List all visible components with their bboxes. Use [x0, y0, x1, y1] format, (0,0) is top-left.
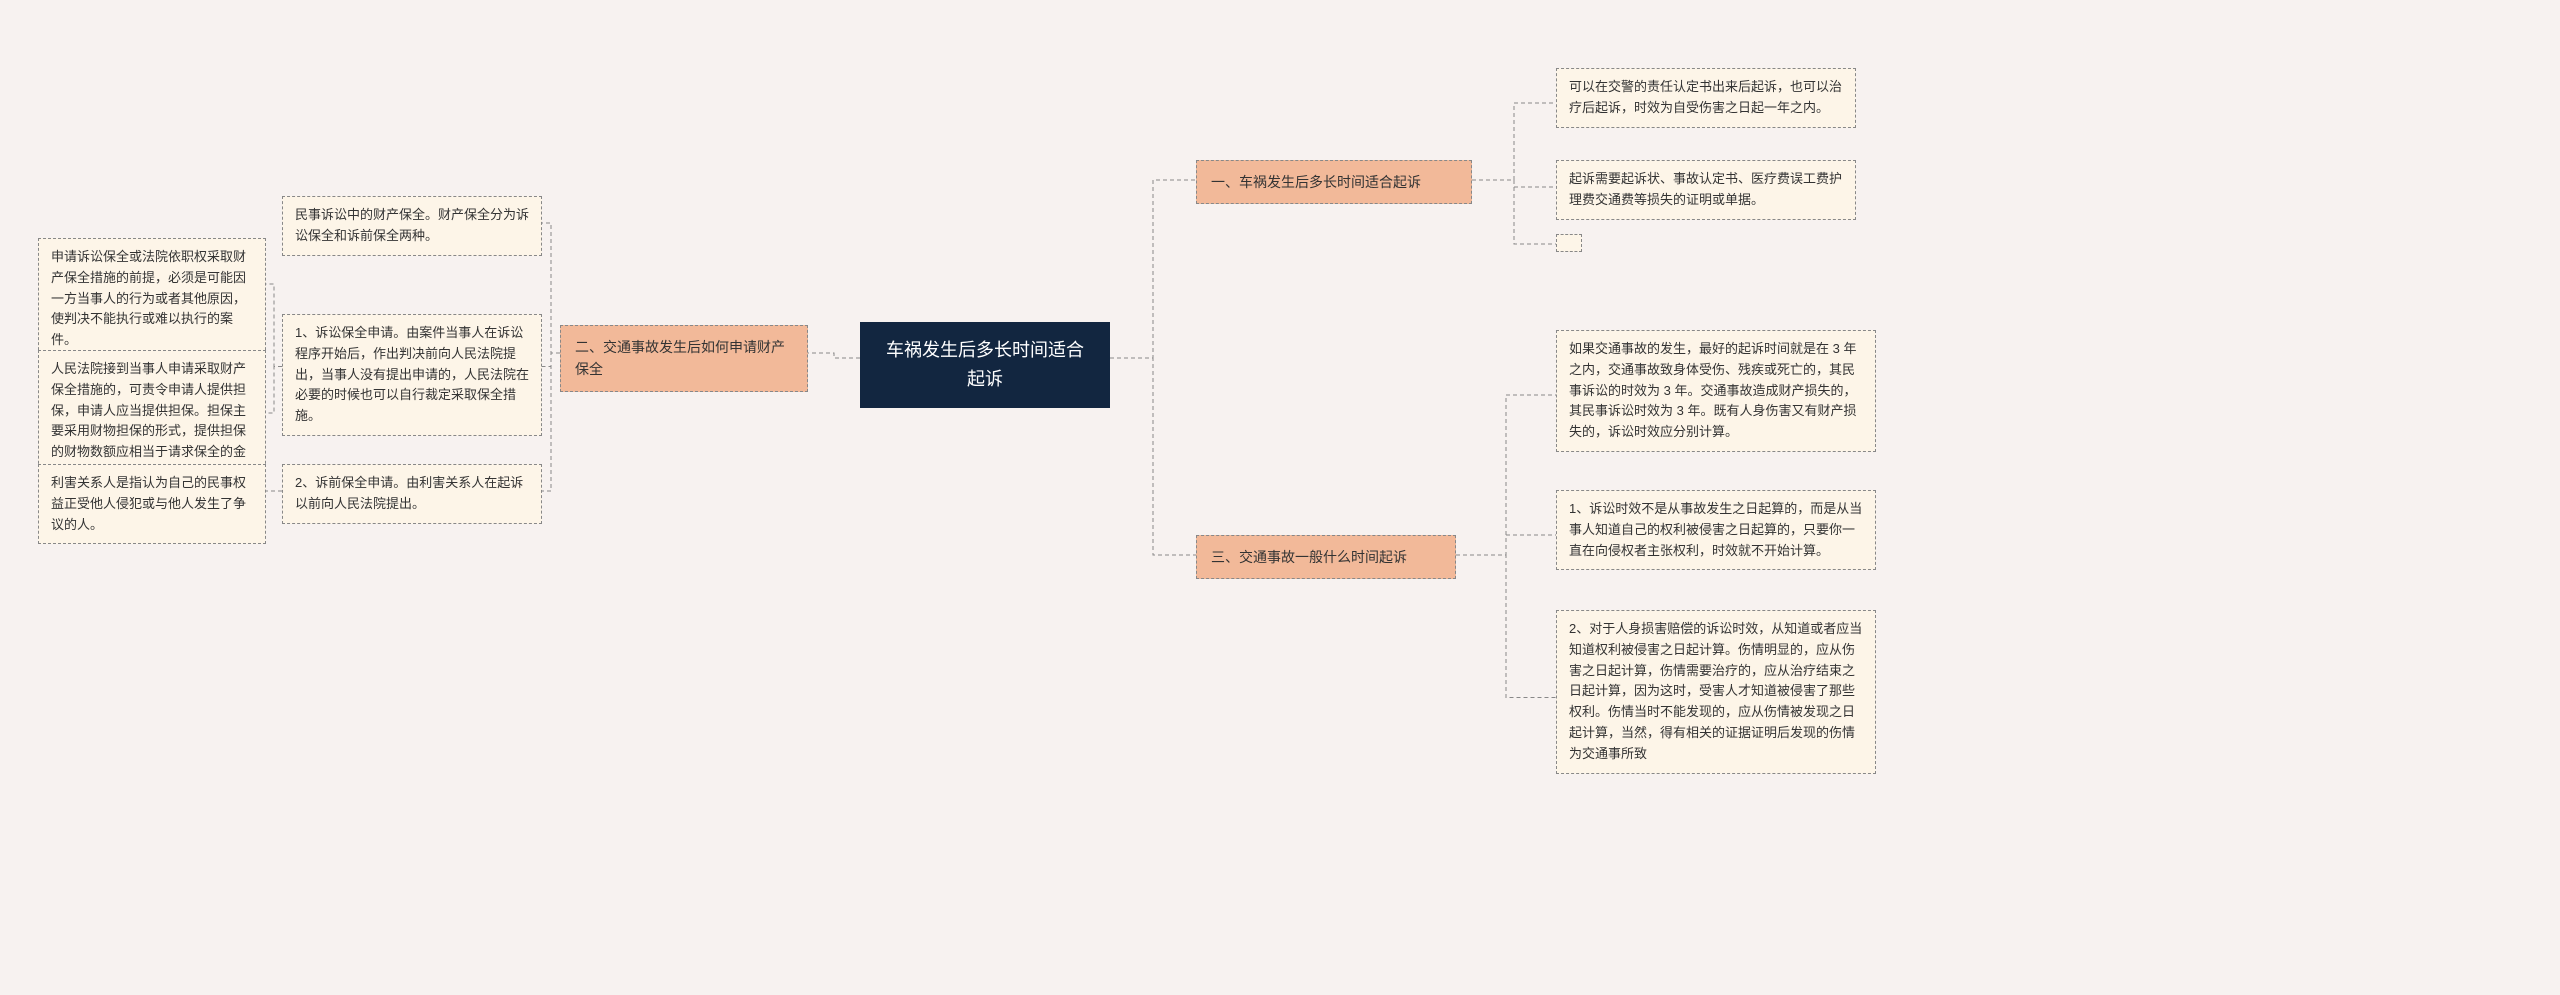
edge-b1-b1_l2: [1472, 180, 1556, 187]
node-b2_l0: 民事诉讼中的财产保全。财产保全分为诉讼保全和诉前保全两种。: [282, 196, 542, 256]
node-b3_l2: 2、对于人身损害赔偿的诉讼时效，从知道或者应当知道权利被侵害之日起计算。伤情明显…: [1556, 610, 1876, 774]
node-b1_l2: 起诉需要起诉状、事故认定书、医疗费误工费护理费交通费等损失的证明或单据。: [1556, 160, 1856, 220]
edge-b2_l1-b2_l1b: [266, 367, 282, 414]
node-b1_l1: 可以在交警的责任认定书出来后起诉，也可以治疗后起诉，时效为自受伤害之日起一年之内…: [1556, 68, 1856, 128]
node-b1_l3: [1556, 234, 1582, 252]
edge-b2_l1-b2_l1a: [266, 284, 282, 367]
node-b2_l2a: 利害关系人是指认为自己的民事权益正受他人侵犯或与他人发生了争议的人。: [38, 464, 266, 544]
node-b2_l2: 2、诉前保全申请。由利害关系人在起诉以前向人民法院提出。: [282, 464, 542, 524]
edge-root-b2: [808, 353, 860, 358]
node-b3_l1: 1、诉讼时效不是从事故发生之日起算的，而是从当事人知道自己的权利被侵害之日起算的…: [1556, 490, 1876, 570]
edge-b2-b2_l0: [542, 223, 560, 353]
edge-b3-b3_l2: [1456, 555, 1556, 698]
node-b3: 三、交通事故一般什么时间起诉: [1196, 535, 1456, 579]
node-b2_l1: 1、诉讼保全申请。由案件当事人在诉讼程序开始后，作出判决前向人民法院提出，当事人…: [282, 314, 542, 436]
edge-b1-b1_l3: [1472, 180, 1556, 244]
edge-root-b3: [1110, 358, 1196, 555]
edge-b2-b2_l2: [542, 353, 560, 491]
node-b3_l0: 如果交通事故的发生，最好的起诉时间就是在 3 年之内，交通事故致身体受伤、残疾或…: [1556, 330, 1876, 452]
node-root: 车祸发生后多长时间适合起诉: [860, 322, 1110, 408]
edge-b1-b1_l1: [1472, 103, 1556, 180]
edge-b3-b3_l0: [1456, 395, 1556, 555]
node-b2_l1a: 申请诉讼保全或法院依职权采取财产保全措施的前提，必须是可能因一方当事人的行为或者…: [38, 238, 266, 360]
edge-b2-b2_l1: [542, 353, 560, 367]
edge-b3-b3_l1: [1456, 535, 1556, 555]
node-b2: 二、交通事故发生后如何申请财产保全: [560, 325, 808, 392]
edge-root-b1: [1110, 180, 1196, 358]
node-b1: 一、车祸发生后多长时间适合起诉: [1196, 160, 1472, 204]
